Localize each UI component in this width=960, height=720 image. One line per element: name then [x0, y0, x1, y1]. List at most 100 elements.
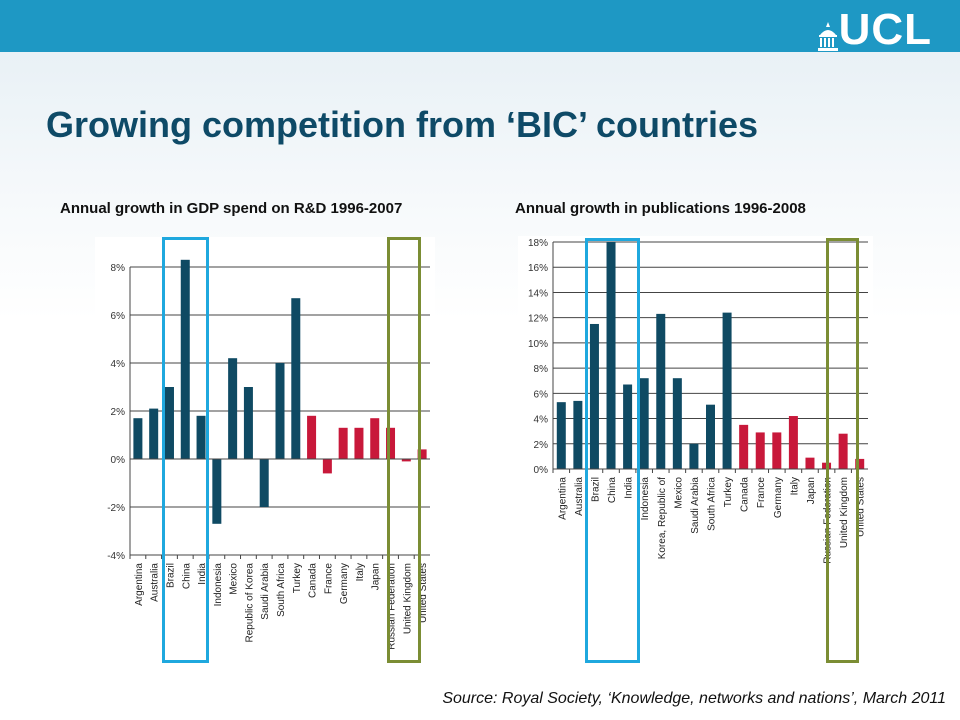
y-tick-label: 2%: [111, 407, 126, 418]
bar-canada: [307, 415, 317, 459]
x-tick-label: Indonesia: [213, 563, 224, 607]
x-tick-label: France: [323, 563, 334, 595]
bar-china: [180, 259, 190, 459]
y-tick-label: 4%: [111, 359, 126, 370]
x-tick-label: Indonesia: [640, 477, 651, 521]
chart-title-rd-spend: Annual growth in GDP spend on R&D 1996-2…: [60, 200, 403, 217]
bar-mexico: [228, 358, 238, 459]
x-tick-label: India: [197, 563, 208, 585]
y-tick-label: 8%: [534, 364, 549, 375]
rd-spend-chart: -4% -2% 0% 2% 4% 6% 8% Argentina Australia Brazil…: [95, 237, 435, 662]
bar-italy: [788, 416, 798, 469]
bar-australia: [149, 408, 159, 459]
y-tick-label: 12%: [528, 314, 548, 325]
bar-china: [606, 242, 616, 469]
x-tick-label: Russian Federation: [387, 563, 398, 650]
bar-turkey: [722, 312, 732, 469]
bar-russian-federation: [386, 427, 396, 459]
publications-chart: 0% 2% 4% 6% 8% 10% 12% 14% 16% 18% Argentina Austra…: [518, 236, 873, 656]
bar-indonesia: [212, 459, 222, 524]
bar-indonesia: [639, 378, 649, 469]
bar-brazil: [164, 387, 174, 459]
x-tick-label: Saudi Arabia: [690, 477, 701, 534]
x-tick-label: Canada: [308, 563, 319, 598]
x-tick-label: United States: [856, 477, 867, 537]
bar-argentina: [556, 402, 566, 469]
x-tick-label: India: [624, 477, 635, 499]
ucl-logo: UCL: [817, 8, 932, 52]
bar-brazil: [589, 323, 599, 469]
x-tick-label: China: [607, 477, 618, 504]
x-tick-label: Korea, Republic of: [657, 477, 668, 559]
y-tick-label: 6%: [111, 311, 126, 322]
chart-title-publications: Annual growth in publications 1996-2008: [515, 200, 806, 217]
x-tick-label: Turkey: [723, 477, 734, 507]
y-tick-label: 0%: [534, 465, 549, 476]
x-tick-label: South Africa: [707, 477, 718, 531]
x-tick-label: Australia: [574, 477, 585, 516]
x-tick-label: Brazil: [165, 563, 176, 588]
y-tick-label: 10%: [528, 339, 548, 350]
y-tick-label: 6%: [534, 389, 549, 400]
x-tick-label: Australia: [150, 563, 161, 602]
y-tick-label: 4%: [534, 415, 549, 426]
y-tick-label: 16%: [528, 263, 548, 274]
bar-france: [322, 459, 332, 474]
x-tick-label: United Kingdom: [402, 563, 413, 634]
logo-text: UCL: [838, 5, 932, 54]
x-tick-label: Italy: [355, 563, 366, 581]
developed-highlight-box-publications: [826, 238, 859, 663]
header-band: [0, 0, 960, 52]
bar-saudi-arabia: [259, 459, 269, 507]
bar-japan: [370, 418, 380, 459]
bar-saudi-arabia: [689, 443, 699, 469]
x-tick-label: Germany: [339, 563, 350, 604]
x-tick-label: Canada: [740, 477, 751, 512]
x-tick-label: Japan: [806, 477, 817, 504]
x-tick-label: Argentina: [134, 563, 145, 606]
slide-title: Growing competition from ‘BIC’ countries: [46, 104, 759, 145]
y-tick-label: 2%: [534, 440, 549, 451]
bar-korea-republic-of: [656, 313, 666, 469]
y-tick-label: -4%: [107, 551, 125, 562]
y-tick-label: 8%: [111, 263, 126, 274]
bar-united-kingdom: [838, 433, 848, 469]
x-tick-label: Germany: [773, 477, 784, 518]
x-tick-label: Brazil: [590, 477, 601, 502]
bic-highlight-box-rd: [162, 237, 209, 663]
source-note: Source: Royal Society, ‘Knowledge, netwo…: [442, 690, 946, 707]
bar-united-states: [855, 458, 865, 469]
x-tick-label: Saudi Arabia: [260, 563, 271, 620]
x-tick-label: Turkey: [292, 563, 303, 593]
bar-italy: [354, 427, 364, 459]
x-tick-label: South Africa: [276, 563, 287, 617]
bar-japan: [805, 457, 815, 469]
y-tick-label: 14%: [528, 288, 548, 299]
bic-highlight-box-publications: [585, 238, 640, 663]
bar-canada: [739, 424, 749, 469]
x-tick-label: China: [181, 563, 192, 590]
bar-mexico: [672, 378, 682, 469]
x-tick-label: United Kingdom: [839, 477, 850, 548]
y-tick-label: 0%: [111, 455, 126, 466]
bar-argentina: [133, 418, 143, 459]
x-tick-label: United States: [418, 563, 429, 623]
bar-south-africa: [275, 363, 285, 459]
y-tick-label: -2%: [107, 503, 125, 514]
bar-germany: [772, 432, 782, 469]
bar-france: [755, 432, 765, 469]
bar-india: [196, 415, 206, 459]
x-tick-label: Argentina: [557, 477, 568, 520]
x-tick-label: Mexico: [673, 477, 684, 509]
x-tick-label: France: [756, 477, 767, 509]
portico-icon: [817, 22, 838, 51]
x-tick-label: Italy: [789, 477, 800, 495]
x-tick-label: Mexico: [229, 563, 240, 595]
bar-united-states: [417, 449, 427, 459]
bar-germany: [338, 427, 348, 459]
developed-highlight-box-rd: [387, 237, 421, 663]
bar-south-africa: [706, 404, 715, 469]
bar-india: [623, 384, 633, 469]
x-tick-label: Japan: [371, 563, 382, 590]
bar-united-kingdom: [401, 459, 411, 462]
